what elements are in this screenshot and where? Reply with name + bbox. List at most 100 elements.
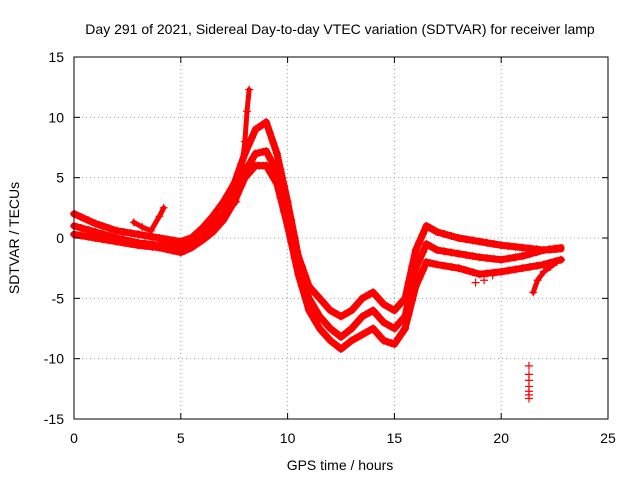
plus-marker — [461, 266, 470, 275]
plus-marker — [525, 262, 534, 271]
plus-marker — [351, 320, 360, 329]
plus-marker — [315, 312, 324, 321]
plus-marker — [141, 242, 150, 251]
plus-marker — [312, 290, 321, 299]
plus-marker — [354, 316, 363, 325]
plus-marker — [262, 161, 271, 170]
x-tick-label: 25 — [600, 430, 616, 446]
plus-marker — [490, 254, 499, 263]
plus-marker — [269, 139, 278, 148]
plus-marker — [236, 173, 245, 182]
plus-marker — [354, 298, 363, 307]
plus-marker — [322, 302, 331, 311]
series-outlier-column-21h — [524, 361, 533, 403]
x-tick-label: 10 — [280, 430, 296, 446]
plus-marker — [138, 223, 147, 232]
plus-marker — [475, 253, 484, 262]
plus-marker — [354, 332, 363, 341]
plus-marker — [551, 244, 560, 253]
plus-marker — [497, 267, 506, 276]
plus-marker — [454, 264, 463, 273]
plus-marker — [223, 209, 232, 218]
plus-marker — [77, 223, 86, 232]
plus-marker — [333, 310, 342, 319]
plus-marker — [340, 310, 349, 319]
plus-marker — [361, 292, 370, 301]
plus-marker — [91, 234, 100, 242]
plus-marker — [337, 312, 345, 321]
plus-marker — [208, 227, 217, 236]
plus-marker — [426, 258, 434, 267]
plus-marker — [518, 264, 527, 273]
plus-marker — [319, 328, 328, 337]
plus-marker — [98, 235, 107, 244]
plus-marker — [461, 235, 470, 244]
plus-marker — [433, 227, 442, 236]
data-layer — [70, 85, 566, 403]
plus-marker — [518, 243, 527, 252]
plus-marker — [447, 231, 456, 240]
plus-marker — [422, 221, 431, 230]
plus-marker — [312, 318, 321, 327]
plus-marker — [112, 226, 121, 235]
plus-marker — [344, 308, 353, 317]
plus-marker — [504, 254, 513, 263]
plus-marker — [429, 244, 438, 253]
plus-marker — [482, 269, 491, 278]
plus-marker — [383, 302, 392, 311]
plus-marker — [429, 225, 438, 234]
plus-marker — [205, 216, 214, 225]
plus-marker — [155, 234, 164, 242]
plus-marker — [422, 258, 431, 267]
plus-marker — [77, 231, 86, 240]
plus-marker — [315, 324, 324, 333]
plus-marker — [169, 246, 178, 255]
plus-marker — [482, 254, 491, 263]
plus-marker — [365, 308, 374, 317]
plus-marker — [351, 334, 360, 343]
plus-marker — [411, 246, 420, 255]
plus-marker — [379, 300, 388, 309]
ticks: 0 5 10 15 20 25 -15 -10 -5 0 5 10 15 — [44, 49, 616, 446]
plus-marker — [422, 240, 431, 249]
plus-marker — [77, 213, 86, 222]
plus-marker — [447, 248, 456, 257]
plus-marker — [390, 340, 399, 349]
plus-marker — [475, 237, 484, 246]
plus-marker — [322, 320, 331, 329]
plus-marker — [426, 242, 434, 251]
y-tick-label: -5 — [52, 290, 65, 306]
plus-marker — [215, 202, 224, 211]
plus-marker — [468, 268, 477, 277]
plus-marker — [383, 320, 392, 329]
plus-marker — [347, 324, 356, 333]
plus-marker — [426, 223, 434, 232]
plus-marker — [245, 85, 254, 94]
plus-marker — [219, 197, 228, 206]
plus-marker — [126, 240, 135, 249]
plus-marker — [383, 337, 392, 346]
series-tail-22h — [529, 255, 566, 297]
plus-marker — [308, 312, 317, 321]
series-band — [70, 118, 565, 320]
x-tick-label: 15 — [387, 430, 403, 446]
plus-marker — [162, 245, 171, 254]
plus-marker — [294, 270, 303, 279]
plus-marker — [262, 147, 271, 156]
plus-marker — [557, 255, 566, 264]
plus-marker — [488, 271, 497, 280]
plus-marker — [232, 197, 241, 206]
plus-marker — [162, 235, 171, 244]
plus-marker — [358, 294, 367, 303]
plus-marker — [265, 153, 274, 162]
plus-marker — [119, 227, 128, 236]
plus-marker — [244, 169, 253, 178]
plus-marker — [134, 241, 143, 250]
plus-marker — [372, 310, 381, 319]
plus-marker — [219, 215, 228, 224]
plus-marker — [272, 167, 281, 176]
plus-marker — [272, 179, 281, 188]
plus-marker — [258, 147, 267, 156]
plus-marker — [287, 238, 296, 247]
